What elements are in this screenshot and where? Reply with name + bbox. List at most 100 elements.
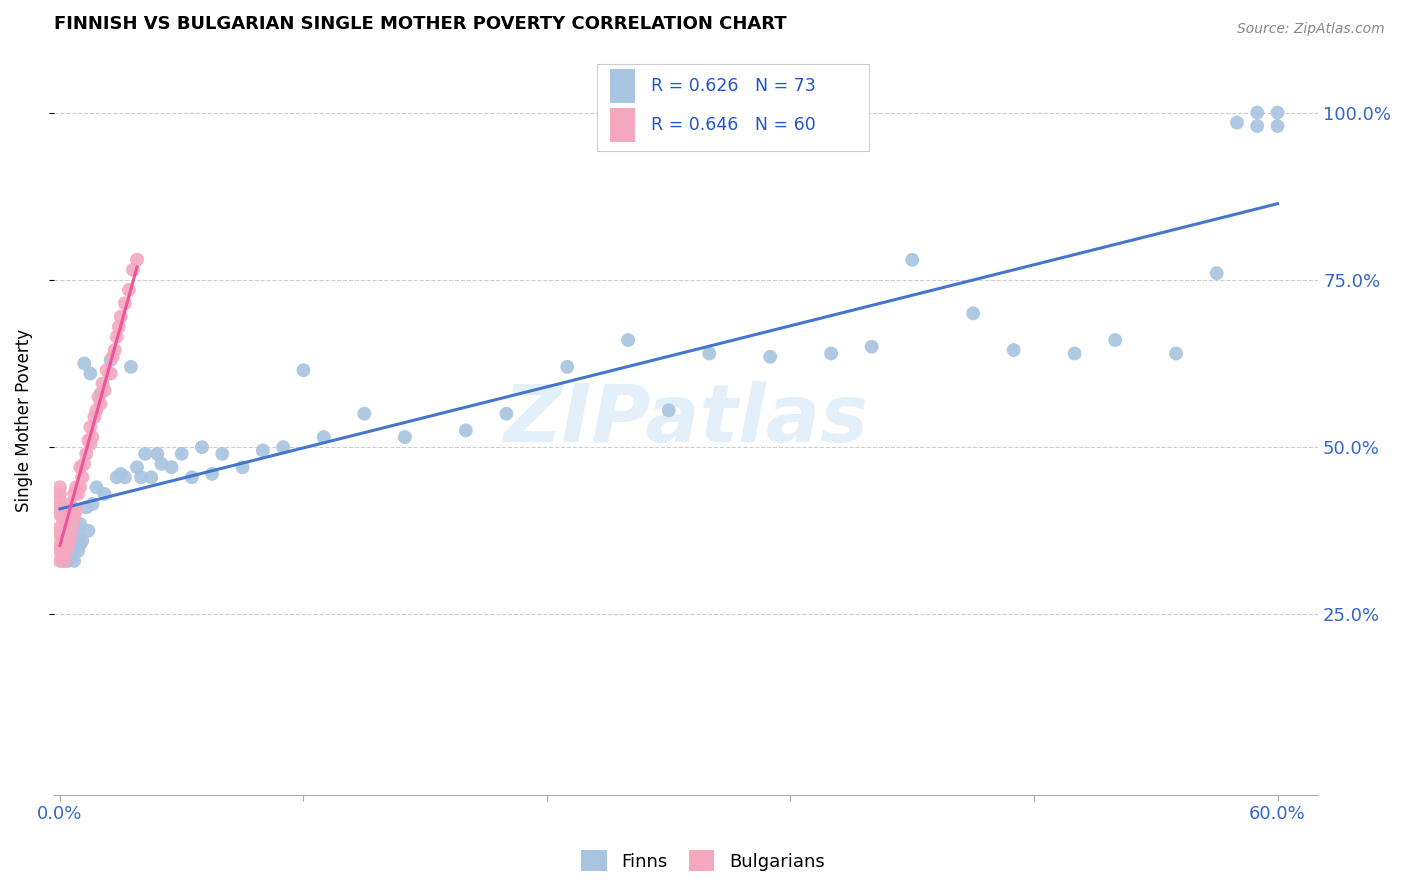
Point <box>114 296 136 310</box>
Point <box>104 343 127 357</box>
Point <box>63 544 86 558</box>
Point <box>75 500 97 515</box>
Point <box>79 367 101 381</box>
Point <box>820 346 842 360</box>
Point <box>60 533 83 548</box>
Point <box>93 487 115 501</box>
FancyBboxPatch shape <box>598 64 869 151</box>
Point <box>55 544 77 558</box>
Point <box>53 507 76 521</box>
Point <box>1164 346 1187 360</box>
Point <box>75 447 97 461</box>
Point <box>69 517 91 532</box>
Point <box>232 460 254 475</box>
Point <box>56 533 79 548</box>
Point <box>118 283 141 297</box>
Point <box>150 457 173 471</box>
Point <box>129 470 152 484</box>
Point <box>962 306 984 320</box>
Point <box>49 500 72 515</box>
Point <box>105 470 128 484</box>
Point <box>901 252 924 267</box>
Point <box>59 547 82 561</box>
Point <box>82 430 104 444</box>
Point <box>55 533 77 548</box>
Point <box>70 533 93 548</box>
Point <box>70 470 93 484</box>
Point <box>49 537 72 551</box>
Point <box>91 376 114 391</box>
Point <box>49 507 72 521</box>
Point <box>59 527 82 541</box>
Bar <box>610 108 636 142</box>
Point <box>49 487 72 501</box>
Point <box>51 510 73 524</box>
Point <box>69 460 91 475</box>
Point <box>120 359 142 374</box>
Point <box>93 384 115 398</box>
Point <box>49 544 72 558</box>
Point <box>49 554 72 568</box>
Point <box>170 447 193 461</box>
Point <box>1104 333 1126 347</box>
Point <box>86 403 108 417</box>
Point <box>1267 105 1289 120</box>
Point <box>201 467 224 481</box>
Point <box>101 350 124 364</box>
Point <box>59 531 82 545</box>
Point <box>1267 119 1289 133</box>
Point <box>55 514 77 528</box>
Point <box>83 410 105 425</box>
Point <box>49 480 72 494</box>
Point <box>759 350 782 364</box>
Point <box>65 504 87 518</box>
Point <box>67 487 90 501</box>
Point <box>53 544 76 558</box>
Point <box>63 487 86 501</box>
Point <box>191 440 214 454</box>
Point <box>125 252 148 267</box>
Point <box>53 527 76 541</box>
Point <box>180 470 202 484</box>
Point <box>56 507 79 521</box>
Point <box>100 367 122 381</box>
Text: R = 0.646   N = 60: R = 0.646 N = 60 <box>651 116 815 134</box>
Point <box>65 480 87 494</box>
Point <box>59 514 82 528</box>
Point <box>141 470 163 484</box>
Point <box>63 510 86 524</box>
Point <box>110 310 132 324</box>
Point <box>77 434 100 448</box>
Point <box>56 537 79 551</box>
Point <box>134 447 156 461</box>
Point <box>63 554 86 568</box>
Point <box>1002 343 1025 357</box>
Point <box>55 544 77 558</box>
Point <box>49 493 72 508</box>
Point <box>1063 346 1085 360</box>
Point <box>82 497 104 511</box>
Point <box>292 363 315 377</box>
Point <box>1246 105 1268 120</box>
Point <box>60 550 83 565</box>
Point <box>79 420 101 434</box>
Point <box>1246 119 1268 133</box>
Point <box>51 531 73 545</box>
Point <box>73 357 96 371</box>
Point <box>105 329 128 343</box>
Y-axis label: Single Mother Poverty: Single Mother Poverty <box>15 329 32 512</box>
Point <box>122 262 145 277</box>
Point <box>69 480 91 494</box>
Point <box>56 524 79 538</box>
Point <box>51 550 73 565</box>
Text: Source: ZipAtlas.com: Source: ZipAtlas.com <box>1237 22 1385 37</box>
Point <box>53 554 76 568</box>
Point <box>51 524 73 538</box>
Point <box>271 440 294 454</box>
Point <box>51 550 73 565</box>
Point <box>146 447 169 461</box>
Point <box>49 520 72 534</box>
Point <box>96 363 118 377</box>
Point <box>1226 115 1249 129</box>
Point <box>110 467 132 481</box>
